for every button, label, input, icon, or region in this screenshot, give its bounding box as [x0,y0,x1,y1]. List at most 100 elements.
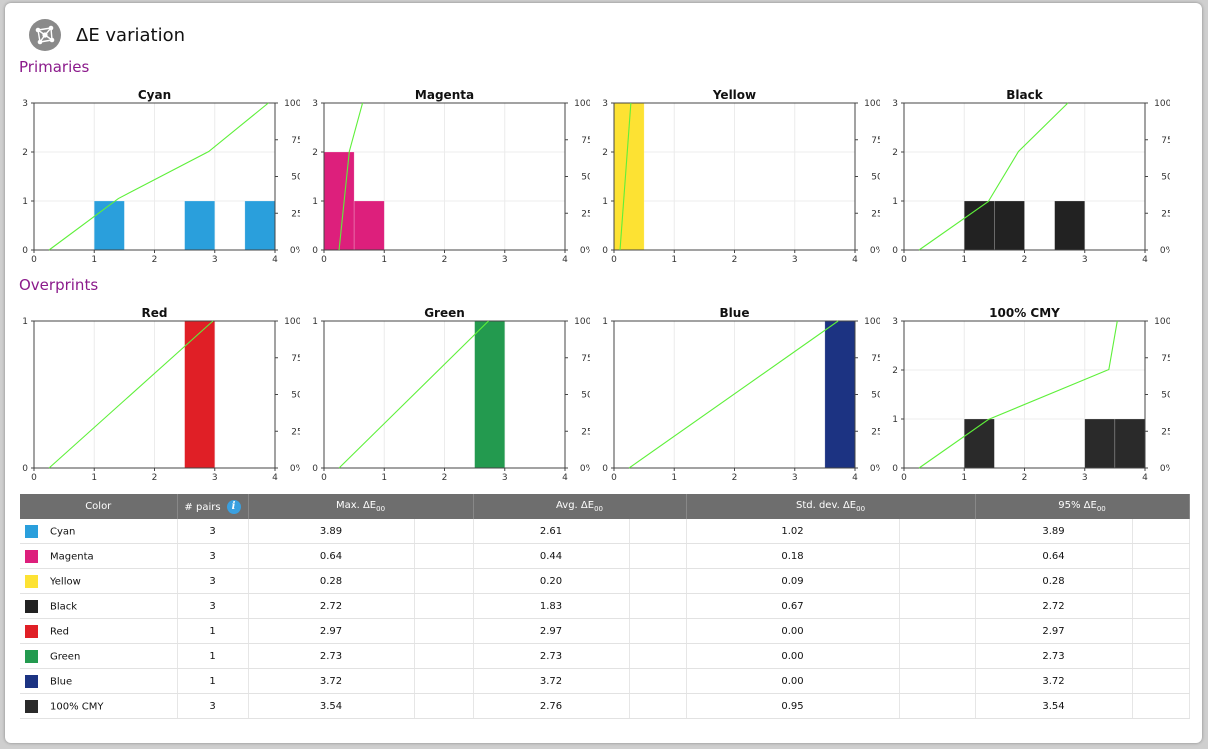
y-tick-label: 0 [22,246,28,256]
cell-spacer [414,668,474,694]
cell-max: 2.73 [248,643,415,669]
cell-pairs: 3 [177,593,249,619]
x-tick-label: 2 [732,255,738,265]
chart-yellow: Yellow 0 1 2 3 4 0 1 2 3 0% 25 50 75 100% [590,81,880,266]
y2-tick-label: 50 [291,391,300,401]
x-tick-label: 2 [1022,473,1028,483]
x-tick-label: 2 [732,473,738,483]
cell-spacer [899,568,976,594]
x-tick-label: 2 [1022,255,1028,265]
color-name: Magenta [50,551,94,562]
table-row: Magenta 3 0.64 0.44 0.18 0.64 [20,543,1190,569]
cell-spacer [414,693,474,719]
cumulative-line [48,102,269,251]
info-icon[interactable]: i [226,499,241,514]
header-pairs[interactable]: # pairs i [177,494,249,519]
color-swatch [25,549,38,563]
table-row: Yellow 3 0.28 0.20 0.09 0.28 [20,568,1190,594]
y2-tick-label: 75 [581,136,590,146]
cell-spacer [1132,643,1190,669]
color-name: Green [50,651,81,662]
y2-tick-label: 50 [1161,173,1170,183]
cell-max: 3.72 [248,668,415,694]
chart-svg: Black 0 1 2 3 4 0 1 2 3 0% 25 50 75 100% [892,88,1170,265]
cumulative-line [338,102,364,251]
cell-avg: 1.83 [473,593,630,619]
cell-spacer [414,568,474,594]
chart-title: Cyan [138,88,171,102]
cell-spacer [899,543,976,569]
cell-p95: 0.28 [975,568,1133,594]
cell-spacer [414,543,474,569]
y2-tick-label: 50 [581,173,590,183]
y2-tick-label: 75 [1161,354,1170,364]
cell-spacer [414,519,474,544]
cell-std: 0.18 [686,543,900,569]
chart-red: Red 0 1 2 3 4 0 1 0% 25 50 75 100% [10,299,300,484]
color-swatch [25,674,38,688]
chart-black: Black 0 1 2 3 4 0 1 2 3 0% 25 50 75 100% [880,81,1170,266]
y-tick-label: 3 [312,99,318,109]
color-swatch [25,599,38,613]
y2-tick-label: 75 [291,354,300,364]
cell-max: 3.54 [248,693,415,719]
x-tick-label: 0 [31,473,37,483]
header-max[interactable]: Max. ΔE00 [248,494,474,519]
cell-p95: 2.97 [975,618,1133,644]
histogram-bar [184,320,216,469]
cell-avg: 0.44 [473,543,630,569]
header-avg-sub: 00 [594,505,603,513]
x-tick-label: 2 [152,255,158,265]
cumulative-line [918,102,1069,251]
y2-tick-label: 75 [1161,136,1170,146]
y2-tick-label: 0% [1160,246,1170,256]
cell-std: 0.95 [686,693,900,719]
color-name: Red [50,626,69,637]
x-tick-label: 0 [901,473,907,483]
cumulative-line [338,320,489,469]
header-std[interactable]: Std. dev. ΔE00 [686,494,976,519]
cell-std: 0.00 [686,643,900,669]
cell-spacer [629,668,687,694]
y2-tick-label: 100% [284,99,300,109]
x-tick-label: 3 [502,255,508,265]
y2-tick-label: 0% [580,464,590,474]
cell-spacer [1132,618,1190,644]
cell-spacer [899,593,976,619]
histogram-bar [963,200,995,251]
y-tick-label: 0 [312,464,318,474]
x-tick-label: 0 [321,473,327,483]
cell-pairs: 1 [177,618,249,644]
cell-spacer [414,643,474,669]
y-tick-label: 1 [312,197,318,207]
y2-tick-label: 0% [1160,464,1170,474]
y-tick-label: 2 [892,366,898,376]
cumulative-line [918,320,1118,469]
y-tick-label: 1 [892,197,898,207]
histogram-bar [994,200,1025,251]
cell-pairs: 3 [177,568,249,594]
table-row: Green 1 2.73 2.73 0.00 2.73 [20,643,1190,669]
color-swatch [25,624,38,638]
x-tick-label: 0 [901,255,907,265]
cell-spacer [899,643,976,669]
y2-tick-label: 50 [291,173,300,183]
y-tick-label: 2 [602,148,608,158]
header-p95[interactable]: 95% ΔE00 [975,494,1190,519]
cell-color: Red [20,618,178,644]
histogram-bar [93,200,125,251]
y-tick-label: 1 [602,317,608,327]
cell-std: 0.09 [686,568,900,594]
header-color[interactable]: Color [20,494,178,519]
chart-svg: Green 0 1 2 3 4 0 1 0% 25 50 75 100% [312,306,590,483]
cell-std: 1.02 [686,519,900,544]
table-body: Cyan 3 3.89 2.61 1.02 3.89 Magenta 3 0.64 0.44 0.1… [20,519,1190,719]
y2-tick-label: 100% [574,99,590,109]
cell-pairs: 3 [177,543,249,569]
header-avg[interactable]: Avg. ΔE00 [473,494,687,519]
cell-color: Blue [20,668,178,694]
y2-tick-label: 25 [871,209,880,219]
chart-svg: Blue 0 1 2 3 4 0 1 0% 25 50 75 100% [602,306,880,483]
y2-tick-label: 100% [864,317,880,327]
x-tick-label: 2 [442,473,448,483]
